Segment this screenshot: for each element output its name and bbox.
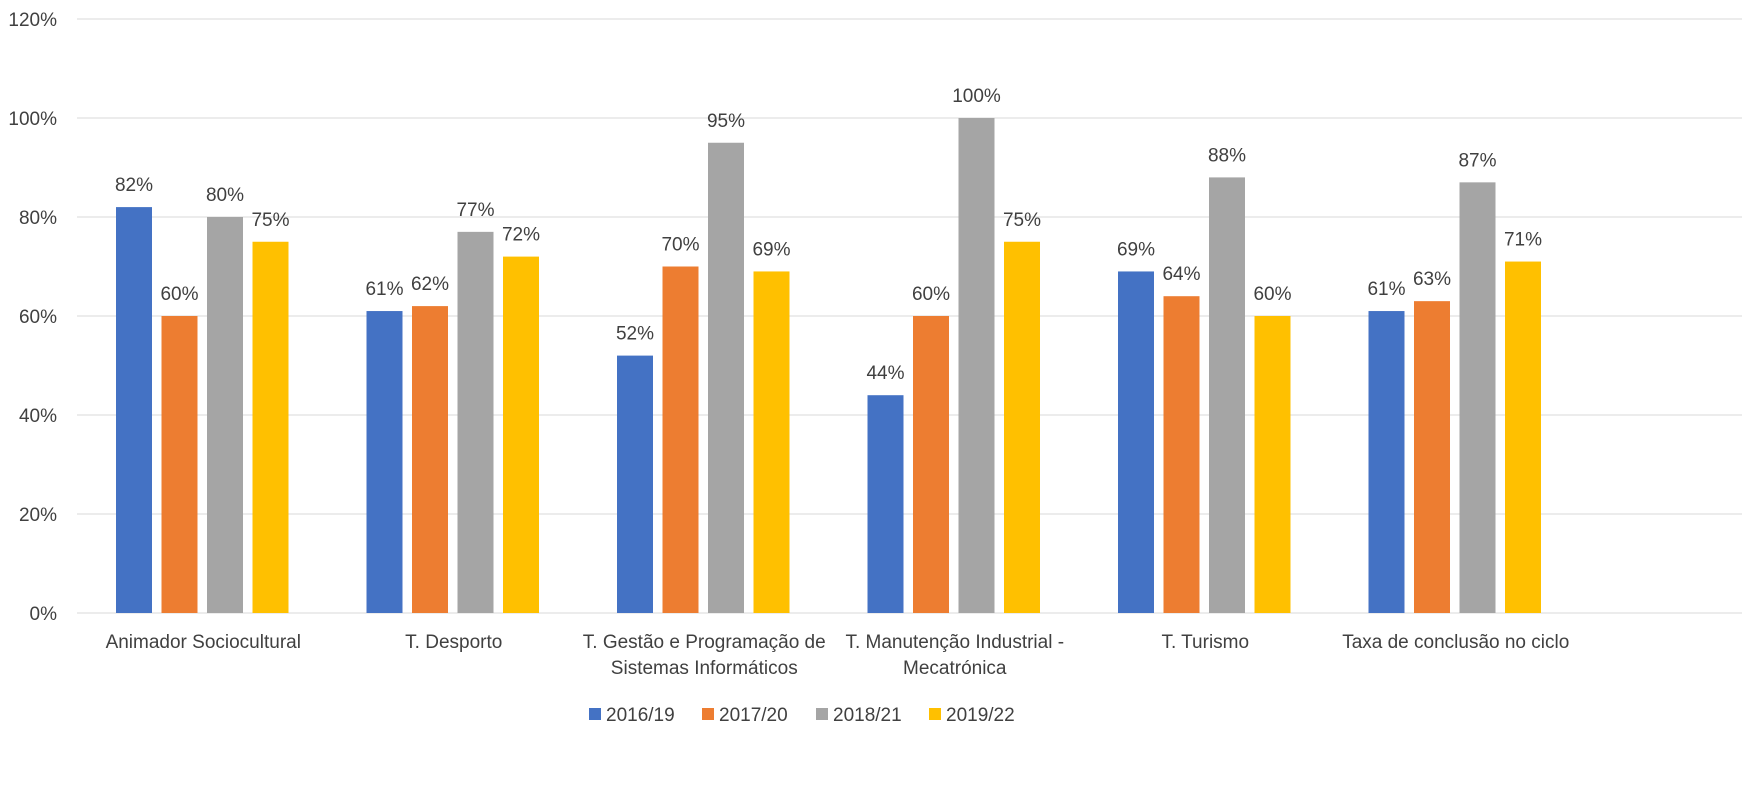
bar	[1414, 301, 1450, 613]
y-tick-label: 120%	[8, 10, 57, 31]
category-label: T. Gestão e Programação de	[583, 632, 826, 653]
category-label: Sistemas Informáticos	[611, 658, 798, 679]
bar	[116, 207, 152, 613]
bar	[1368, 311, 1405, 613]
bar	[1505, 261, 1541, 613]
bar	[366, 311, 403, 613]
gridlines	[77, 18, 1742, 614]
legend-label: 2017/20	[719, 705, 788, 726]
data-label: 80%	[206, 185, 244, 206]
bar	[867, 395, 904, 613]
bar	[252, 241, 289, 613]
data-label: 44%	[866, 363, 904, 384]
y-tick-label: 80%	[19, 208, 57, 229]
data-label: 75%	[251, 210, 289, 231]
data-label: 71%	[1504, 230, 1542, 251]
data-label: 82%	[115, 175, 153, 196]
bar	[1004, 241, 1040, 613]
y-tick-label: 20%	[19, 505, 57, 526]
bar	[662, 266, 699, 613]
bar	[1118, 271, 1154, 613]
data-label: 61%	[365, 279, 403, 300]
bar	[708, 142, 744, 613]
y-tick-label: 0%	[30, 604, 58, 625]
category-label: Taxa de conclusão no ciclo	[1342, 632, 1569, 653]
category-labels: Animador Sociocultural T. Desporto T. Gest…	[106, 632, 1570, 679]
data-label: 60%	[160, 284, 198, 305]
data-label: 72%	[502, 225, 540, 246]
bar	[753, 271, 790, 613]
category-label: Mecatrónica	[903, 658, 1007, 679]
bar	[207, 217, 243, 613]
legend-swatch	[589, 708, 601, 720]
data-label: 60%	[912, 284, 950, 305]
bar	[913, 316, 949, 613]
data-label: 69%	[752, 239, 790, 260]
legend: 2016/19 2017/20 2018/21 2019/22	[589, 705, 1015, 726]
legend-label: 2018/21	[833, 705, 902, 726]
category-label: T. Turismo	[1161, 632, 1249, 653]
y-tick-label: 40%	[19, 406, 57, 427]
data-labels: 82% 61% 52% 44% 69% 61% 60% 62% 70% 60% 64% 63% 80% 7…	[115, 86, 1542, 384]
data-label: 77%	[456, 200, 494, 221]
y-tick-label: 100%	[8, 109, 57, 130]
data-label: 52%	[616, 324, 654, 345]
data-label: 75%	[1003, 210, 1041, 231]
data-label: 70%	[661, 235, 699, 256]
data-label: 100%	[952, 86, 1001, 107]
data-label: 63%	[1413, 269, 1451, 290]
data-label: 88%	[1208, 145, 1246, 166]
legend-label: 2016/19	[606, 705, 675, 726]
data-label: 64%	[1162, 264, 1200, 285]
data-label: 60%	[1253, 284, 1291, 305]
bar	[1163, 296, 1200, 613]
data-label: 62%	[411, 274, 449, 295]
bar	[503, 256, 539, 613]
data-label: 95%	[707, 111, 745, 132]
legend-swatch	[929, 708, 941, 720]
bars	[116, 118, 1541, 613]
category-label: T. Manutenção Industrial -	[845, 632, 1064, 653]
y-axis-tick-labels: 0% 20% 40% 60% 80% 100% 120%	[8, 10, 57, 625]
data-label: 87%	[1458, 150, 1496, 171]
bar	[1209, 177, 1245, 613]
bar	[1254, 316, 1291, 613]
y-tick-label: 60%	[19, 307, 57, 328]
data-label: 61%	[1367, 279, 1405, 300]
bar	[412, 306, 448, 613]
legend-swatch	[702, 708, 714, 720]
bar	[617, 355, 653, 613]
legend-label: 2019/22	[946, 705, 1015, 726]
category-label: Animador Sociocultural	[106, 632, 301, 653]
category-label: T. Desporto	[405, 632, 502, 653]
bar	[1459, 182, 1496, 613]
bar	[161, 316, 198, 613]
data-label: 69%	[1117, 239, 1155, 260]
bar	[457, 231, 494, 613]
legend-swatch	[816, 708, 828, 720]
bar	[958, 118, 995, 613]
